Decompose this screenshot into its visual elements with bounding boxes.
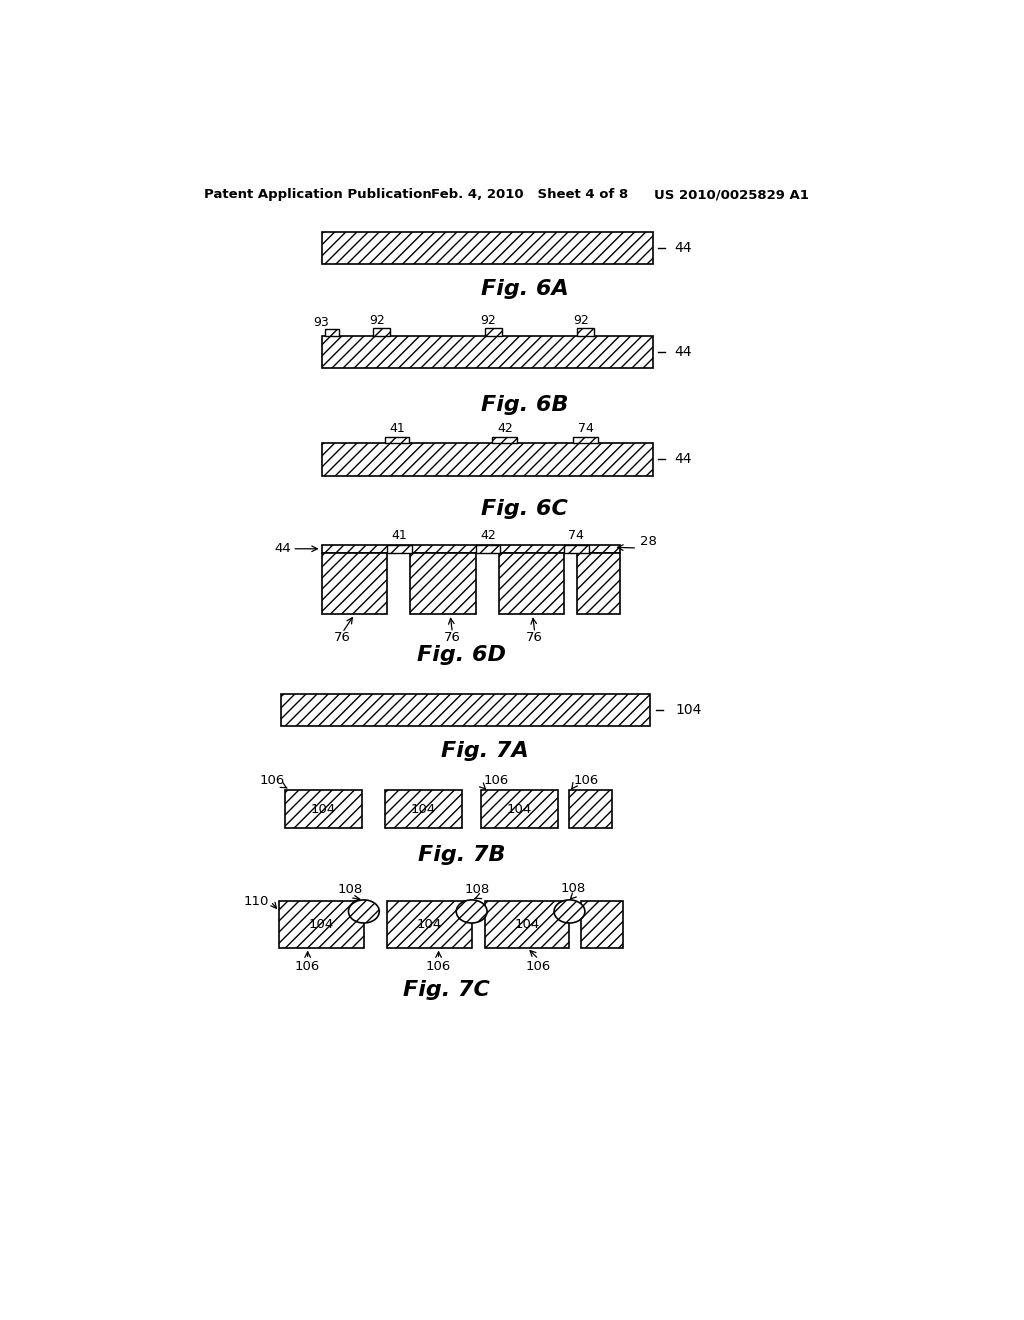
Text: 108: 108 bbox=[337, 883, 362, 896]
Text: 44: 44 bbox=[674, 453, 691, 466]
Bar bbox=[499, 553, 564, 614]
Text: 44: 44 bbox=[674, 240, 691, 255]
Text: US 2010/0025829 A1: US 2010/0025829 A1 bbox=[654, 187, 809, 201]
Text: 44: 44 bbox=[674, 345, 691, 359]
Text: 44: 44 bbox=[274, 543, 291, 556]
Bar bbox=[322, 545, 620, 553]
Text: 42: 42 bbox=[480, 529, 496, 543]
Bar bbox=[387, 902, 472, 948]
Bar bbox=[484, 902, 569, 948]
Text: Feb. 4, 2010   Sheet 4 of 8: Feb. 4, 2010 Sheet 4 of 8 bbox=[431, 187, 628, 201]
Text: 108: 108 bbox=[465, 883, 489, 896]
Bar bbox=[281, 693, 650, 726]
Text: 104: 104 bbox=[309, 917, 334, 931]
Bar bbox=[285, 789, 361, 829]
Bar bbox=[387, 545, 412, 553]
Text: 108: 108 bbox=[561, 882, 586, 895]
Text: 41: 41 bbox=[391, 529, 408, 543]
Text: 104: 104 bbox=[675, 702, 701, 717]
Text: 104: 104 bbox=[411, 803, 436, 816]
Text: 76: 76 bbox=[444, 631, 461, 644]
Text: 41: 41 bbox=[389, 422, 404, 436]
Bar bbox=[322, 335, 652, 368]
Text: 74: 74 bbox=[578, 422, 594, 436]
Text: 110: 110 bbox=[244, 895, 269, 908]
Text: 42: 42 bbox=[497, 422, 513, 436]
Text: Fig. 6B: Fig. 6B bbox=[481, 395, 568, 414]
Text: 92: 92 bbox=[480, 314, 497, 326]
Bar bbox=[385, 789, 462, 829]
Bar bbox=[573, 437, 598, 444]
Bar bbox=[493, 437, 517, 444]
Text: 106: 106 bbox=[483, 774, 509, 787]
Ellipse shape bbox=[554, 900, 585, 923]
Text: 104: 104 bbox=[514, 917, 540, 931]
Ellipse shape bbox=[348, 900, 379, 923]
Text: 106: 106 bbox=[259, 774, 285, 787]
Text: 104: 104 bbox=[507, 803, 532, 816]
Text: Patent Application Publication: Patent Application Publication bbox=[204, 187, 431, 201]
Bar bbox=[581, 902, 624, 948]
Bar bbox=[322, 444, 652, 475]
Bar bbox=[385, 437, 410, 444]
Ellipse shape bbox=[457, 900, 487, 923]
Text: Fig. 6D: Fig. 6D bbox=[417, 645, 506, 665]
Text: 106: 106 bbox=[573, 774, 599, 787]
Bar bbox=[484, 327, 502, 335]
Text: Fig. 6A: Fig. 6A bbox=[481, 280, 568, 300]
Bar bbox=[410, 553, 475, 614]
Text: Fig. 7C: Fig. 7C bbox=[402, 979, 489, 1001]
Text: 104: 104 bbox=[310, 803, 336, 816]
Text: Fig. 7B: Fig. 7B bbox=[418, 845, 506, 865]
Text: 106: 106 bbox=[426, 961, 452, 973]
Bar bbox=[578, 553, 620, 614]
Bar bbox=[326, 330, 339, 335]
Text: 104: 104 bbox=[417, 917, 442, 931]
Text: 93: 93 bbox=[313, 315, 330, 329]
Text: Fig. 6C: Fig. 6C bbox=[481, 499, 568, 519]
Text: Fig. 7A: Fig. 7A bbox=[441, 742, 528, 762]
Text: 76: 76 bbox=[334, 631, 351, 644]
Bar bbox=[475, 545, 500, 553]
Text: 92: 92 bbox=[369, 314, 385, 326]
Text: 76: 76 bbox=[526, 631, 544, 644]
Bar bbox=[322, 231, 652, 264]
Text: 28: 28 bbox=[640, 536, 657, 548]
Bar bbox=[322, 553, 387, 614]
Text: 92: 92 bbox=[573, 314, 589, 326]
Bar bbox=[578, 327, 594, 335]
Bar bbox=[569, 789, 611, 829]
Text: 74: 74 bbox=[568, 529, 585, 543]
Bar bbox=[564, 545, 589, 553]
Text: 106: 106 bbox=[295, 961, 321, 973]
Bar bbox=[481, 789, 558, 829]
Bar bbox=[373, 327, 390, 335]
Bar bbox=[280, 902, 364, 948]
Text: 106: 106 bbox=[526, 961, 551, 973]
